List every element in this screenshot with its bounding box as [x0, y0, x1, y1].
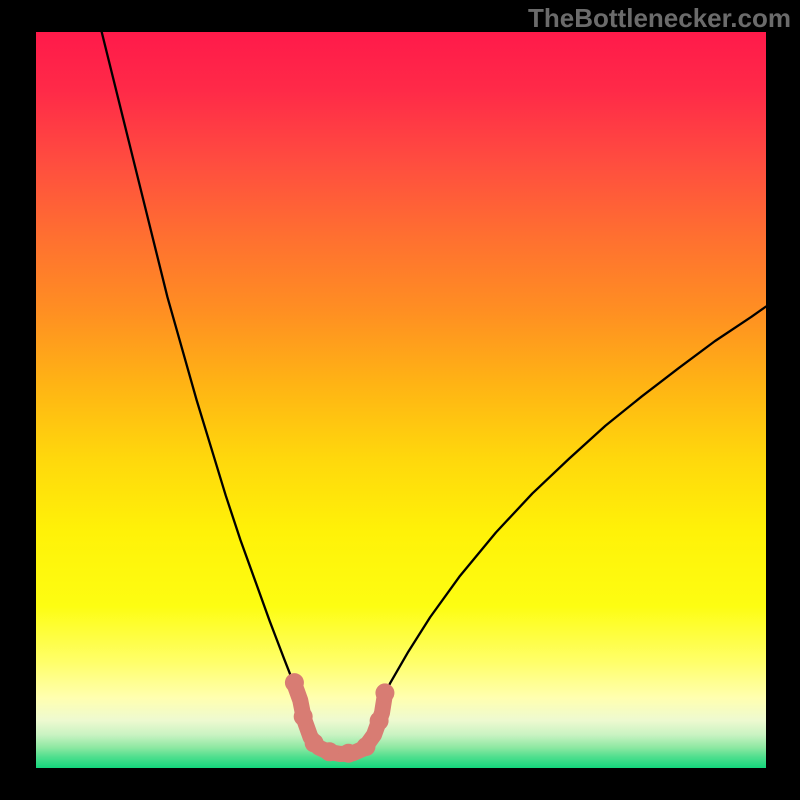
trough-marker-dot	[356, 737, 375, 756]
trough-marker-dot	[370, 711, 389, 730]
left-curve	[102, 32, 301, 702]
plot-area	[36, 32, 766, 768]
chart-svg	[36, 32, 766, 768]
right-curve	[379, 307, 766, 706]
trough-marker-dot	[339, 744, 358, 763]
trough-marker-dot	[320, 742, 339, 761]
trough-marker-dot	[294, 707, 313, 726]
watermark-text: TheBottlenecker.com	[528, 3, 791, 34]
trough-marker-dot	[375, 683, 394, 702]
trough-marker-dot	[285, 673, 304, 692]
